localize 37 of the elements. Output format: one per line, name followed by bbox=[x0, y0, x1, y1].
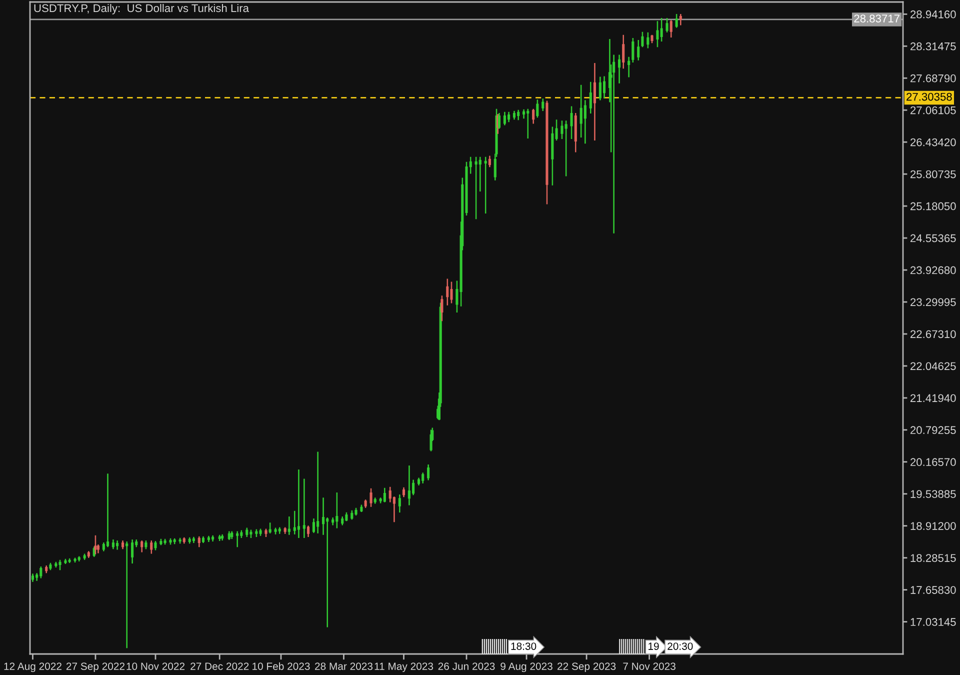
y-tick-label: 24.55365 bbox=[910, 234, 956, 242]
y-tick-label: 28.94160 bbox=[910, 10, 956, 18]
x-tick-label: 28 Mar 2023 bbox=[315, 662, 373, 670]
y-tick-label: 20.79255 bbox=[910, 426, 956, 434]
y-tick-label: 17.03145 bbox=[910, 618, 956, 626]
y-tick-label: 23.29995 bbox=[910, 298, 956, 306]
x-tick-label: 27 Sep 2022 bbox=[66, 662, 124, 672]
y-tick-label: 20.16570 bbox=[910, 458, 956, 466]
x-tick-label: 26 Jun 2023 bbox=[438, 662, 495, 670]
y-tick-label: 22.04625 bbox=[910, 362, 956, 370]
y-tick-label: 17.65830 bbox=[910, 586, 956, 594]
ref-line-label: 27.30358 bbox=[906, 92, 952, 101]
x-tick-label: 22 Sep 2023 bbox=[558, 662, 616, 672]
annotation: 19 bbox=[648, 642, 659, 650]
y-tick-label: 27.06105 bbox=[910, 106, 956, 114]
ref-line-label: 28.83717 bbox=[854, 14, 900, 22]
x-tick-label: 10 Feb 2023 bbox=[252, 662, 310, 670]
y-tick-label: 25.18050 bbox=[910, 202, 956, 210]
x-tick-label: 9 Aug 2023 bbox=[500, 662, 552, 672]
y-tick-label: 22.67310 bbox=[910, 330, 956, 338]
x-tick-label: 11 May 2023 bbox=[374, 662, 434, 672]
y-tick-label: 18.91200 bbox=[910, 522, 956, 530]
x-tick-label: 10 Nov 2022 bbox=[126, 662, 185, 670]
y-tick-label: 26.43420 bbox=[910, 138, 956, 146]
y-tick-label: 23.92680 bbox=[910, 266, 956, 274]
y-tick-label: 18.28515 bbox=[910, 554, 956, 562]
x-tick-label: 12 Aug 2022 bbox=[4, 662, 62, 672]
annotation: 20:30 bbox=[668, 642, 693, 650]
y-tick-label: 28.31475 bbox=[910, 42, 956, 50]
y-tick-label: 21.41940 bbox=[910, 394, 956, 402]
y-tick-label: 19.53885 bbox=[910, 490, 956, 498]
x-tick-label: 27 Dec 2022 bbox=[190, 662, 249, 670]
y-tick-label: 25.80735 bbox=[910, 170, 956, 178]
y-tick-label: 27.68790 bbox=[910, 74, 956, 82]
annotation: 18:30 bbox=[511, 642, 536, 650]
chart-title: USDTRY.P, Daily: US Dollar vs Turkish Lira bbox=[34, 4, 250, 14]
x-tick-label: 7 Nov 2023 bbox=[623, 662, 676, 670]
